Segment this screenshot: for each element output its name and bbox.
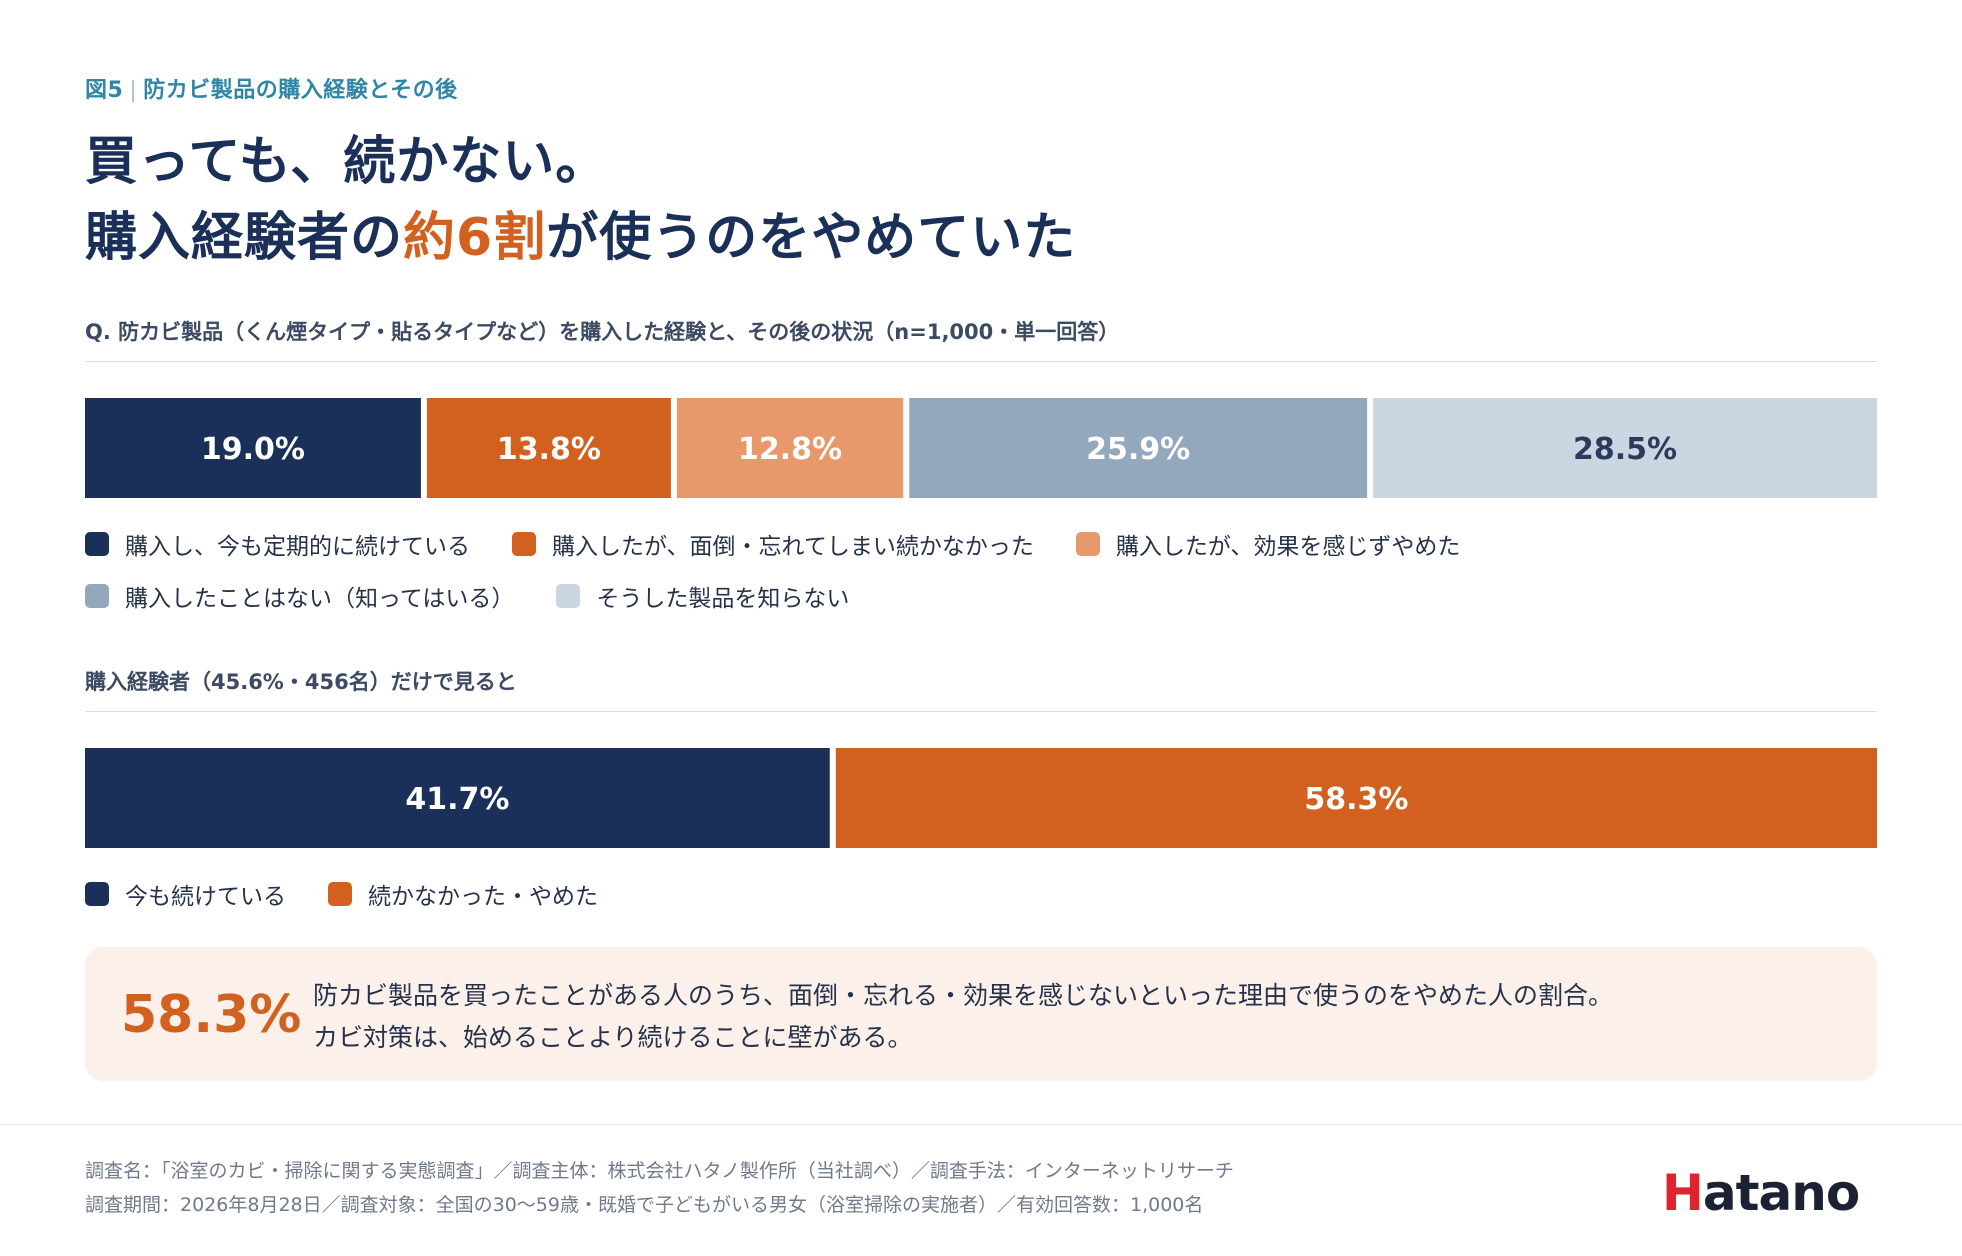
legend-item: そうした製品を知らない [556,579,849,613]
legend-swatch [556,584,581,608]
legend-item: 続かなかった・やめた [328,877,598,911]
legend-item: 購入したことはない（知ってはいる） [85,579,514,613]
divider-2 [85,711,1877,712]
footer: 調査名：「浴室のカビ・掃除に関する実態調査」／調査主体：株式会社ハタノ製作所（当… [85,1154,1234,1222]
legend-label: 続かなかった・やめた [368,884,598,910]
legend-row: 購入したことはない（知ってはいる） そうした製品を知らない [85,570,1877,622]
stacked-bar-purchasers-svg: 41.7% 58.3% [85,748,1877,848]
bar-value-label: 19.0% [201,432,305,467]
headline-line2-suffix: が使うのをやめていた [546,208,1077,268]
legend-swatch [328,882,352,906]
footer-line2: 調査期間：2026年8月28日／調査対象：全国の30〜59歳・既婚で子どもがいる… [85,1194,1204,1216]
stacked-bar-all-svg: 19.0% 13.8% 12.8% 25.9% 28.5% [85,398,1877,498]
bar-segment [1373,398,1877,498]
footer-divider [0,1124,1962,1125]
figure-label-separator: | [129,78,138,103]
legend-row: 今も続けている 続かなかった・やめた [85,868,1877,920]
callout-value: 58.3% [121,985,302,1045]
headline-line2: 購入経験者の約6割が使うのをやめていた [85,200,1076,276]
legend-item: 購入したが、面倒・忘れてしまい続かなかった [512,527,1034,561]
legend-swatch [512,532,536,556]
bar-segment [909,398,1368,498]
legend-label: 今も続けている [125,884,286,910]
logo-rest: atano [1702,1164,1860,1222]
legend-swatch [85,532,109,556]
question-text: Q. 防カビ製品（くん煙タイプ・貼るタイプなど）を購入した経験と、その後の状況（… [85,320,1120,344]
legend-purchasers: 今も続けている 続かなかった・やめた [85,868,1877,920]
legend-label: 購入し、今も定期的に続けている [125,534,470,560]
bar-segment [85,748,830,848]
callout-text: 防カビ製品を買ったことがある人のうち、面倒・忘れる・効果を感じないといった理由で… [313,975,1613,1059]
legend-swatch [85,882,109,906]
legend-row: 購入し、今も定期的に続けている 購入したが、面倒・忘れてしまい続かなかった 購入した… [85,518,1877,570]
legend-item: 購入し、今も定期的に続けている [85,527,470,561]
legend-swatch [1075,532,1100,556]
callout-line2: カビ対策は、始めることより続けることに壁がある。 [313,1023,913,1052]
divider-1 [85,361,1877,362]
legend-item: 今も続けている [85,877,286,911]
bar-value-label: 12.8% [738,432,842,467]
section2-label: 購入経験者（45.6%・456名）だけで見ると [85,670,517,694]
legend-item: 購入したが、効果を感じずやめた [1075,527,1461,561]
bar-value-label: 25.9% [1086,432,1190,467]
bar-segment [835,748,1877,848]
figure-title: 防カビ製品の購入経験とその後 [143,78,458,103]
bar-value-label: 41.7% [405,782,509,817]
stacked-bar-purchasers: 41.7% 58.3% [85,748,1877,848]
callout-line1: 防カビ製品を買ったことがある人のうち、面倒・忘れる・効果を感じないといった理由で… [313,981,1614,1010]
legend-all: 購入し、今も定期的に続けている 購入したが、面倒・忘れてしまい続かなかった 購入した… [85,518,1877,622]
headline-line2-prefix: 購入経験者の [85,208,404,268]
bar-segment [426,398,671,498]
callout-box: 58.3% 防カビ製品を買ったことがある人のうち、面倒・忘れる・効果を感じないと… [85,947,1877,1081]
headline: 買っても、続かない。 購入経験者の約6割が使うのをやめていた [85,124,1076,276]
legend-label: 購入したが、効果を感じずやめた [1115,534,1461,560]
legend-label: 購入したことはない（知ってはいる） [125,586,515,612]
headline-line1: 買っても、続かない。 [85,132,609,192]
hatano-logo: Hatano [1662,1164,1860,1222]
legend-swatch [85,584,109,608]
figure-number: 図5 [85,78,124,103]
headline-accent: 約6割 [403,208,547,268]
bar-value-label: 58.3% [1304,782,1408,817]
logo-initial: H [1662,1164,1704,1222]
stacked-bar-all: 19.0% 13.8% 12.8% 25.9% 28.5% [85,398,1877,498]
bar-value-label: 13.8% [497,432,601,467]
footer-line1: 調査名：「浴室のカビ・掃除に関する実態調査」／調査主体：株式会社ハタノ製作所（当… [85,1160,1234,1182]
bar-value-label: 28.5% [1573,432,1677,467]
bar-segment [676,398,904,498]
figure-label: 図5 | 防カビ製品の購入経験とその後 [85,72,458,104]
bar-segment [85,398,421,498]
legend-label: そうした製品を知らない [596,586,850,612]
legend-label: 購入したが、面倒・忘れてしまい続かなかった [552,534,1034,560]
